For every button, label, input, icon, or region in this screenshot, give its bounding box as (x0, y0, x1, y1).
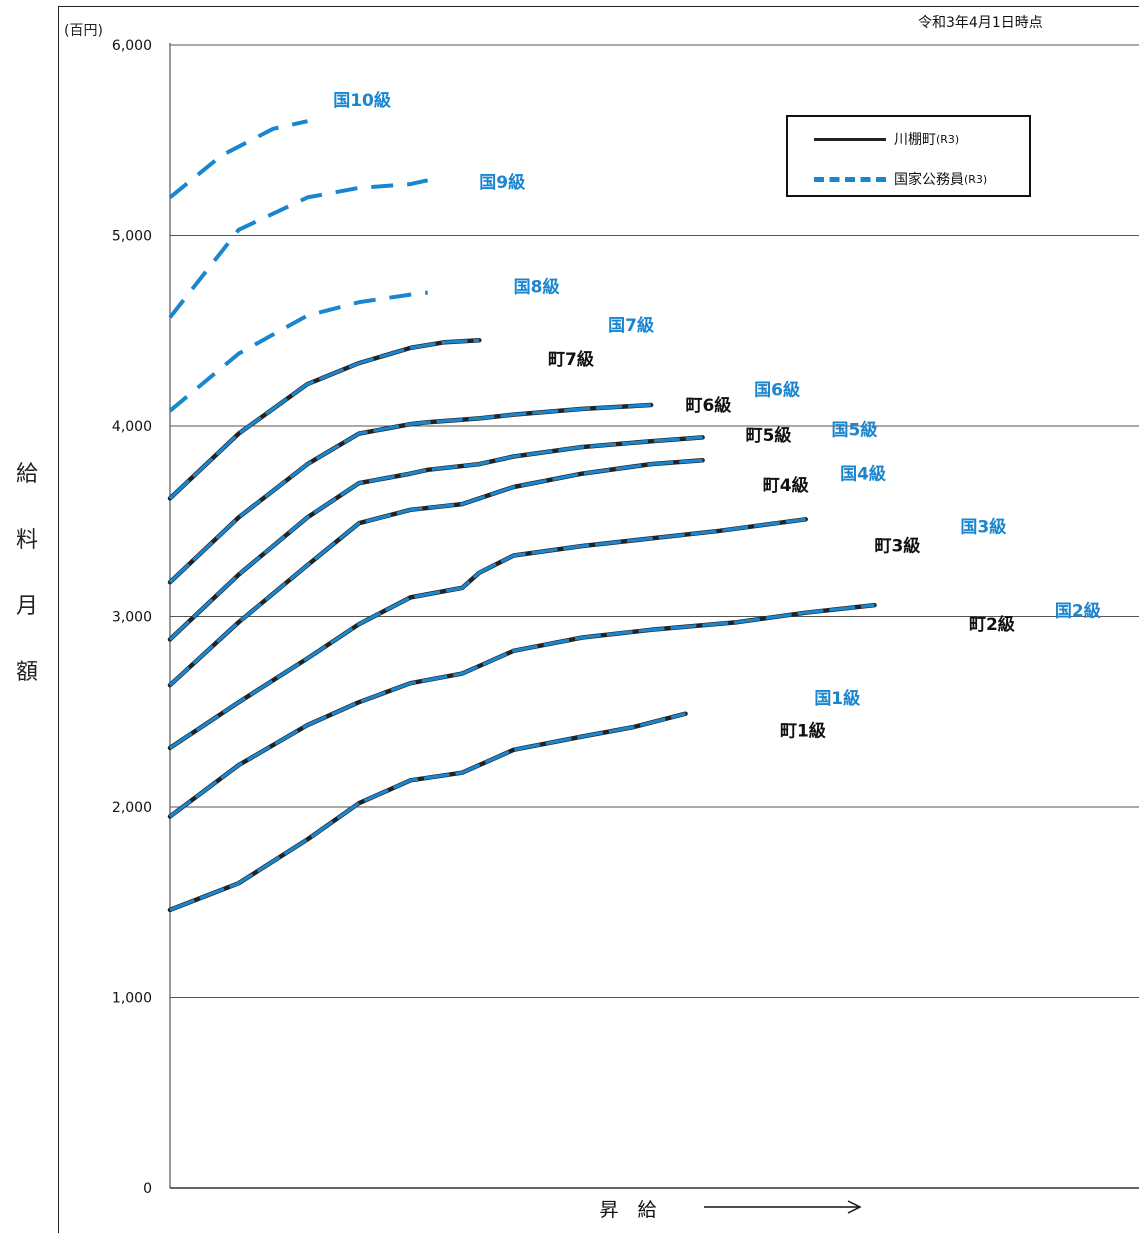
y-tick-label: 2,000 (112, 800, 152, 816)
town-series-line (167, 711, 688, 913)
national-series-line (168, 435, 703, 641)
series-label: 国1級 (814, 688, 860, 709)
series-label: 町6級 (685, 395, 731, 416)
x-axis-arrow-head (847, 1200, 862, 1214)
series-label: 国4級 (840, 463, 886, 484)
national-series-line (168, 458, 703, 687)
solid-line-swatch (814, 137, 886, 141)
y-tick-label: 4,000 (112, 419, 152, 435)
date-note: 令和3年4月1日時点 (918, 15, 1043, 31)
series-label: 町7級 (548, 349, 594, 370)
series-layer (167, 119, 877, 913)
y-axis-label-char: 月 (15, 594, 38, 619)
series-label: 国6級 (754, 380, 800, 401)
series-label: 国5級 (832, 420, 878, 441)
series-label: 町2級 (969, 614, 1015, 635)
national-series-line (168, 403, 652, 584)
town-series-line (167, 602, 877, 819)
series-label: 町5級 (746, 425, 792, 446)
grid-layer: 0 1,000 2,000 3,000 4,000 5,000 6,000 (112, 38, 1139, 1197)
y-tick-label: 6,000 (112, 38, 152, 54)
y-tick-label: 1,000 (112, 991, 152, 1007)
town-series-line (167, 458, 705, 688)
y-unit-label: (百円) (64, 23, 103, 39)
legend-item-town: 川棚町 (R3) (814, 129, 959, 149)
national-series-line (169, 712, 686, 912)
series-label: 町1級 (780, 721, 826, 742)
series-label: 町3級 (874, 536, 920, 557)
series-label: 国10級 (333, 90, 391, 111)
chart-frame (58, 6, 1139, 1233)
national-series-line (168, 178, 429, 319)
y-axis-label-char: 料 (15, 528, 38, 553)
national-series-line (168, 119, 308, 199)
town-series-line (167, 338, 482, 501)
national-series-line (168, 338, 480, 500)
series-label: 国8級 (514, 277, 560, 298)
legend: 川棚町 (R3) 国家公務員 (R3) (786, 115, 1031, 197)
legend-label: 国家公務員 (894, 172, 964, 188)
dashed-line-swatch (814, 176, 886, 182)
series-label: 国3級 (960, 517, 1006, 538)
y-tick-label: 0 (143, 1181, 152, 1197)
series-label: 国9級 (479, 172, 525, 193)
y-tick-label: 5,000 (112, 229, 152, 245)
y-axis-label-char: 額 (15, 660, 38, 685)
y-axis-label-char: 給 (15, 462, 38, 487)
series-label: 国2級 (1055, 601, 1101, 622)
x-axis-label: 昇 給 (599, 1199, 656, 1221)
legend-item-national: 国家公務員 (R3) (814, 169, 987, 189)
legend-tag: (R3) (964, 172, 988, 186)
legend-tag: (R3) (936, 132, 960, 146)
series-label: 町4級 (763, 475, 809, 496)
national-series-line (169, 517, 806, 750)
y-tick-label: 3,000 (112, 610, 152, 626)
series-label: 国7級 (608, 315, 654, 336)
national-series-line (168, 290, 428, 413)
x-axis-layer: 昇 給 (599, 1199, 862, 1221)
national-series-line (169, 603, 875, 818)
legend-label: 川棚町 (894, 132, 936, 148)
y-axis-label: 給 料 月 額 (12, 442, 42, 706)
